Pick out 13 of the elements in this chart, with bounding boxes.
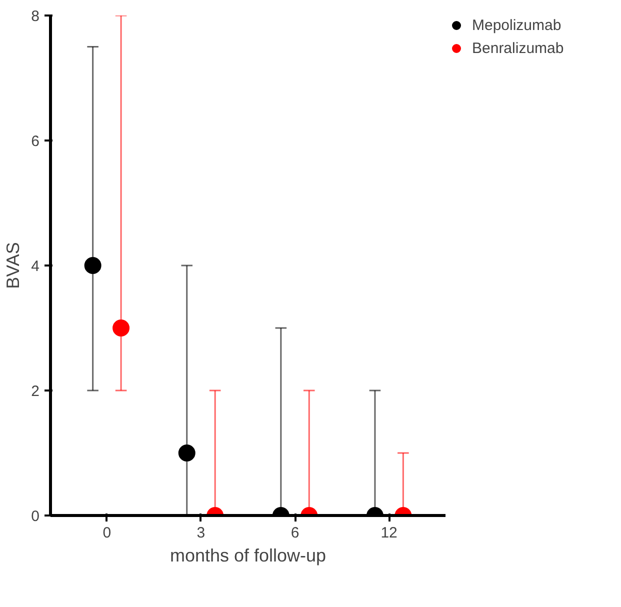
legend-label: Mepolizumab [472,16,562,34]
y-tick-label: 8 [31,8,40,25]
x-tick-label: 6 [290,524,300,542]
x-tick-label: 12 [380,524,398,542]
y-tick-label: 6 [31,133,40,150]
y-tick-label: 0 [31,508,40,525]
y-tick-label: 4 [31,258,40,275]
y-tick-label: 2 [31,383,40,400]
y-axis-title: BVAS [3,242,24,289]
x-tick-label: 0 [102,524,112,542]
x-axis-title: months of follow-up [170,546,326,566]
x-tick-label: 3 [196,524,206,542]
legend-label: Benralizumab [472,40,564,56]
